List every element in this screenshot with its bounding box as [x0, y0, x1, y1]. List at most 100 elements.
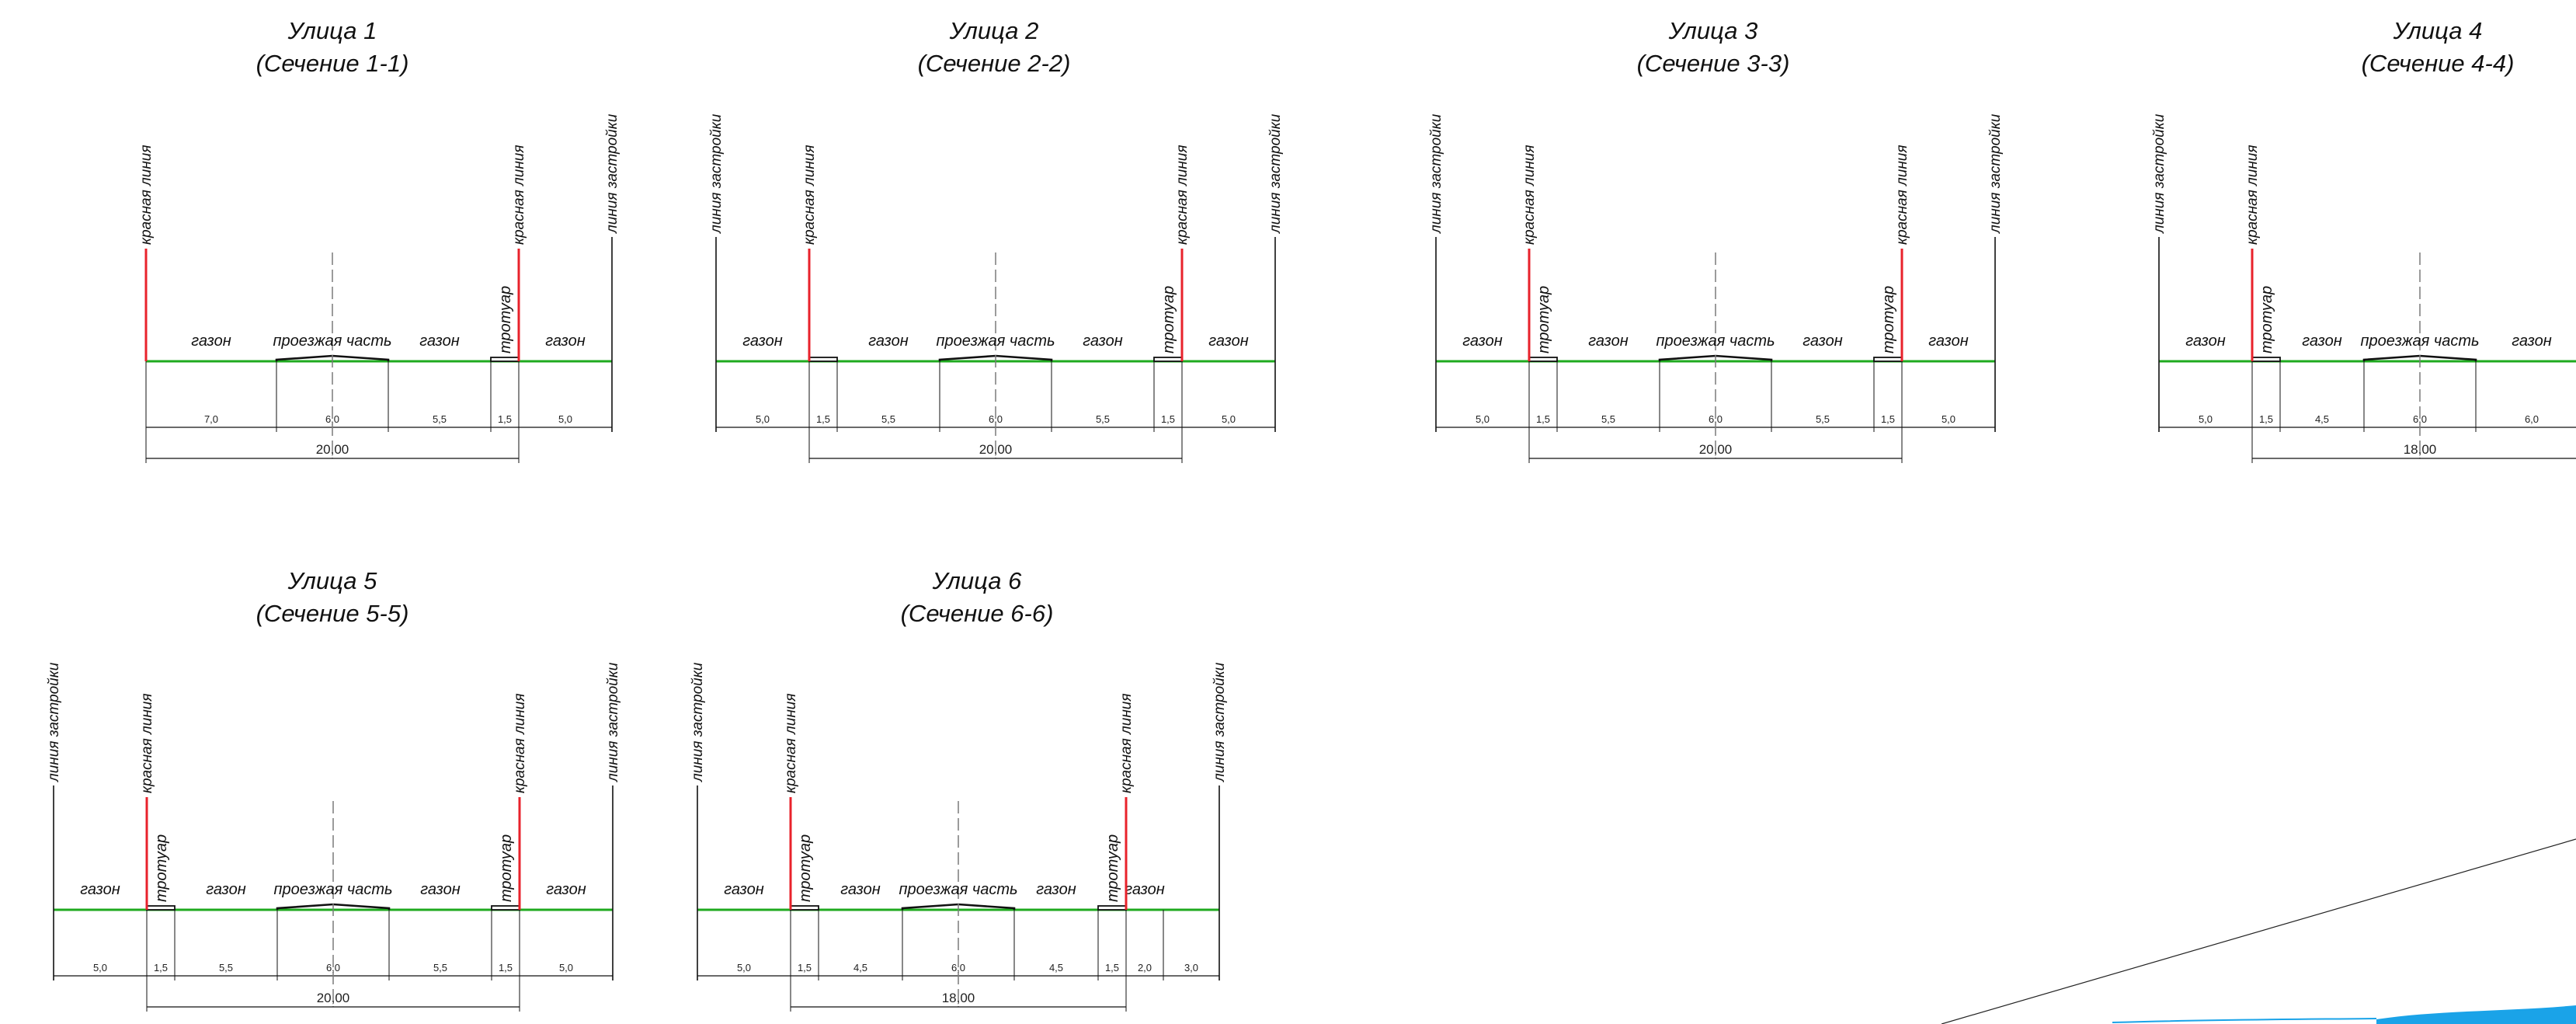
section-title: Улица 5 — [287, 567, 377, 594]
section-title: Улица 4 — [2393, 17, 2483, 44]
segment-width: 5,5 — [1601, 413, 1615, 425]
building-line-label: линия застройки — [690, 662, 706, 782]
street-section-2: Улица 2 (Сечение 2-2) газон 5,0 1,5 газон 5,5 п… — [708, 17, 1284, 463]
segment-width: 6,0 — [2525, 413, 2539, 425]
street-section-5: Улица 5 (Сечение 5-5) газон 5,0 тротуар 1,5 га… — [46, 567, 621, 1012]
section-title: Улица 6 — [932, 567, 1022, 594]
lawn-label: газон — [1083, 333, 1123, 350]
segment-width: 1,5 — [1536, 413, 1550, 425]
water-stroke — [2376, 1005, 2576, 1024]
segment-width: 1,5 — [1105, 962, 1119, 973]
sidewalk-label: тротуар — [797, 834, 814, 902]
building-line-label: линия застройки — [1267, 113, 1284, 234]
section-subtitle: (Сечение 1-1) — [256, 50, 409, 77]
sidewalk-label: тротуар — [1104, 834, 1121, 902]
lawn-label: газон — [2302, 333, 2342, 350]
segment-width: 5,5 — [433, 413, 447, 425]
roadway-label: проезжая часть — [2361, 333, 2480, 350]
building-line-label: линия застройки — [2151, 113, 2168, 234]
sidewalk-curb — [1873, 357, 1903, 362]
lawn-label: газон — [1928, 333, 1969, 350]
segment-width: 6,0 — [989, 413, 1003, 425]
total-width: 20,00 — [1699, 442, 1733, 457]
sidewalk-curb — [1528, 357, 1558, 362]
street-section-1: Улица 1 (Сечение 1-1) газон 7,0 проезжая час… — [138, 17, 621, 463]
lawn-label: газон — [191, 333, 231, 350]
lawn-label: газон — [1588, 333, 1629, 350]
segment-width: 5,0 — [756, 413, 770, 425]
segment-width: 5,0 — [1476, 413, 1490, 425]
lawn-label: газон — [2185, 333, 2226, 350]
sidewalk-curb — [808, 357, 838, 362]
lawn-label: газон — [1125, 881, 1165, 898]
building-line-label: линия застройки — [1212, 662, 1228, 782]
roadway-label: проезжая часть — [273, 333, 392, 350]
section-subtitle: (Сечение 5-5) — [256, 600, 409, 627]
segment-width: 5,5 — [881, 413, 895, 425]
sidewalk-curb — [790, 905, 819, 911]
sidewalk-label: тротуар — [153, 834, 170, 902]
section-subtitle: (Сечение 3-3) — [1637, 50, 1790, 77]
section-subtitle: (Сечение 4-4) — [2362, 50, 2515, 77]
segment-width: 1,5 — [2259, 413, 2273, 425]
segment-width: 6,0 — [326, 962, 340, 973]
building-line-label: линия застройки — [604, 113, 621, 234]
sidewalk-curb — [491, 905, 520, 911]
lawn-label: газон — [206, 881, 246, 898]
segment-width: 5,0 — [737, 962, 751, 973]
segment-width: 5,5 — [1096, 413, 1110, 425]
lawn-label: газон — [1036, 881, 1076, 898]
segment-width: 6,0 — [2413, 413, 2427, 425]
segment-width: 5,0 — [2199, 413, 2213, 425]
sidewalk-label: тротуар — [1160, 286, 1177, 354]
building-line-label: линия застройки — [1987, 113, 2004, 234]
lawn-label: газон — [840, 881, 881, 898]
sidewalk-curb — [490, 357, 520, 362]
total-width: 20,00 — [979, 442, 1013, 457]
lawn-label: газон — [1462, 333, 1503, 350]
segment-width: 5,0 — [559, 962, 573, 973]
diagonal-line — [1941, 838, 2576, 1024]
segment-width: 5,0 — [558, 413, 572, 425]
segment-width: 1,5 — [498, 413, 512, 425]
segment-width: 1,5 — [1881, 413, 1895, 425]
roadway-label: проезжая часть — [937, 333, 1055, 350]
section-subtitle: (Сечение 2-2) — [918, 50, 1071, 77]
red-line-label: красная линия — [2244, 145, 2261, 245]
red-line-label: красная линия — [783, 693, 799, 793]
lawn-label: газон — [546, 881, 586, 898]
segment-width: 1,5 — [154, 962, 168, 973]
section-title: Улица 1 — [287, 17, 377, 44]
total-width: 20,00 — [316, 442, 349, 457]
roadway-label: проезжая часть — [1656, 333, 1775, 350]
red-line-label: красная линия — [138, 145, 155, 245]
segment-width: 4,5 — [853, 962, 867, 973]
building-line-label: линия застройки — [605, 662, 621, 782]
red-line-label: красная линия — [1174, 145, 1191, 245]
lawn-label: газон — [868, 333, 909, 350]
segment-width: 4,5 — [2315, 413, 2329, 425]
building-line-label: линия застройки — [1428, 113, 1444, 234]
segment-width: 6,0 — [1709, 413, 1723, 425]
red-line-label: красная линия — [512, 693, 528, 793]
segment-width: 5,5 — [219, 962, 233, 973]
lawn-label: газон — [419, 333, 460, 350]
segment-width: 7,0 — [204, 413, 218, 425]
street-section-4: Улица 4 (Сечение 4-4) газон 5,0 тротуар 1,5 га… — [2151, 17, 2576, 463]
sidewalk-label: тротуар — [1535, 286, 1552, 354]
total-width: 18,00 — [2404, 442, 2437, 457]
lawn-label: газон — [420, 881, 461, 898]
red-line-label: красная линия — [801, 145, 818, 245]
street-section-3: Улица 3 (Сечение 3-3) газон 5,0 тротуар 1,5 га… — [1428, 17, 2004, 463]
section-subtitle: (Сечение 6-6) — [901, 600, 1054, 627]
sidewalk-curb — [146, 905, 176, 911]
section-title: Улица 3 — [1668, 17, 1758, 44]
red-line-label: красная линия — [1521, 145, 1538, 245]
red-line-label: красная линия — [1894, 145, 1910, 245]
segment-width: 3,0 — [1184, 962, 1198, 973]
building-line-label: линия застройки — [708, 113, 725, 234]
segment-width: 1,5 — [499, 962, 513, 973]
red-line-label: красная линия — [139, 693, 155, 793]
segment-width: 5,0 — [93, 962, 107, 973]
